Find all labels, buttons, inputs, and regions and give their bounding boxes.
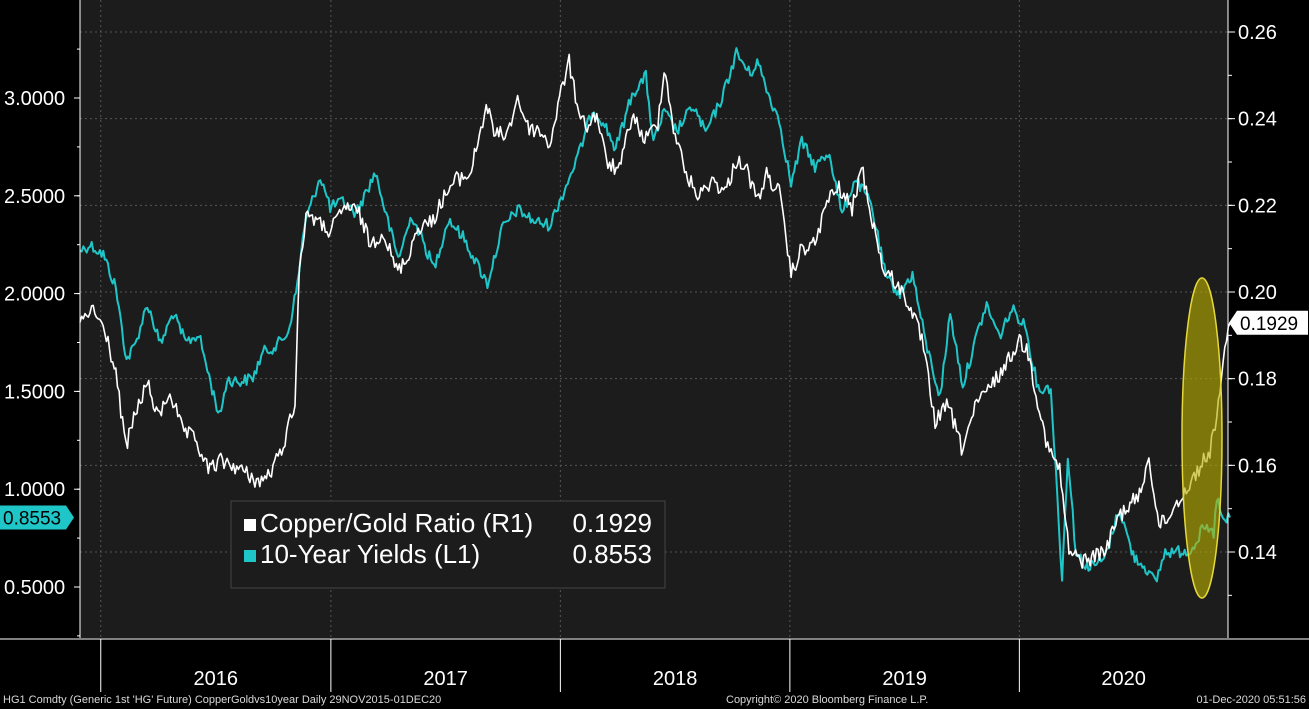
x-tick-label: 2020 bbox=[1101, 668, 1146, 690]
left-tick-label: 1.5000 bbox=[4, 381, 65, 403]
right-last-value-tag bbox=[1229, 310, 1308, 335]
legend-box bbox=[230, 500, 666, 589]
legend-label: Copper/Gold Ratio (R1) bbox=[260, 508, 533, 538]
legend-value: 0.8553 bbox=[572, 539, 652, 569]
footer: HG1 Comdty (Generic 1st 'HG' Future) Cop… bbox=[0, 692, 1309, 709]
left-tick-label: 2.5000 bbox=[4, 186, 65, 208]
right-tick-label: 0.26 bbox=[1238, 22, 1277, 44]
footer-security-info: HG1 Comdty (Generic 1st 'HG' Future) Cop… bbox=[3, 694, 442, 706]
series-line-copper-gold-ratio bbox=[79, 53, 1231, 569]
axes bbox=[0, 0, 1309, 640]
left-tick-label: 3.0000 bbox=[4, 88, 65, 110]
left-last-value-tag bbox=[0, 505, 74, 530]
highlight-ellipse bbox=[1181, 277, 1223, 599]
x-tick-label: 2018 bbox=[653, 668, 698, 690]
x-tick-label: 2016 bbox=[194, 668, 239, 690]
left-tick-label: 1.0000 bbox=[4, 479, 65, 501]
right-tick-label: 0.22 bbox=[1238, 195, 1277, 217]
left-axis: 0.5000 1.0000 1.5000 2.0000 2.5000 3.0000 bbox=[4, 48, 80, 637]
right-tick-label: 0.14 bbox=[1238, 542, 1277, 564]
legend-swatch bbox=[244, 550, 256, 562]
x-axis: 2016 2017 2018 2019 2020 bbox=[100, 639, 1146, 692]
legend-label: 10-Year Yields (L1) bbox=[260, 539, 480, 569]
right-tick-label: 0.20 bbox=[1238, 282, 1277, 304]
series-line-10-year-yields bbox=[79, 47, 1231, 583]
right-tick-label: 0.16 bbox=[1238, 455, 1277, 477]
left-tick-label: 2.0000 bbox=[4, 284, 65, 306]
footer-copyright: Copyright© 2020 Bloomberg Finance L.P. bbox=[726, 694, 929, 706]
left-last-value-label: 0.8553 bbox=[3, 509, 61, 530]
right-axis: 0.14 0.16 0.18 0.20 0.22 0.24 0.26 bbox=[1228, 22, 1277, 596]
right-last-value-label: 0.1929 bbox=[1240, 314, 1298, 335]
x-tick-label: 2017 bbox=[423, 668, 468, 690]
legend-value: 0.1929 bbox=[572, 508, 652, 538]
series-layer bbox=[79, 47, 1231, 583]
x-tick-label: 2019 bbox=[882, 668, 927, 690]
last-value-tags: 0.8553 0.1929 bbox=[0, 310, 1308, 530]
right-tick-label: 0.18 bbox=[1238, 369, 1277, 391]
left-tick-label: 0.5000 bbox=[4, 577, 65, 599]
legend-swatch bbox=[244, 519, 256, 531]
right-tick-label: 0.24 bbox=[1238, 109, 1277, 131]
footer-timestamp: 01-Dec-2020 05:51:56 bbox=[1196, 694, 1306, 706]
legend: Copper/Gold Ratio (R1) 0.1929 10-Year Yiel… bbox=[230, 500, 666, 589]
